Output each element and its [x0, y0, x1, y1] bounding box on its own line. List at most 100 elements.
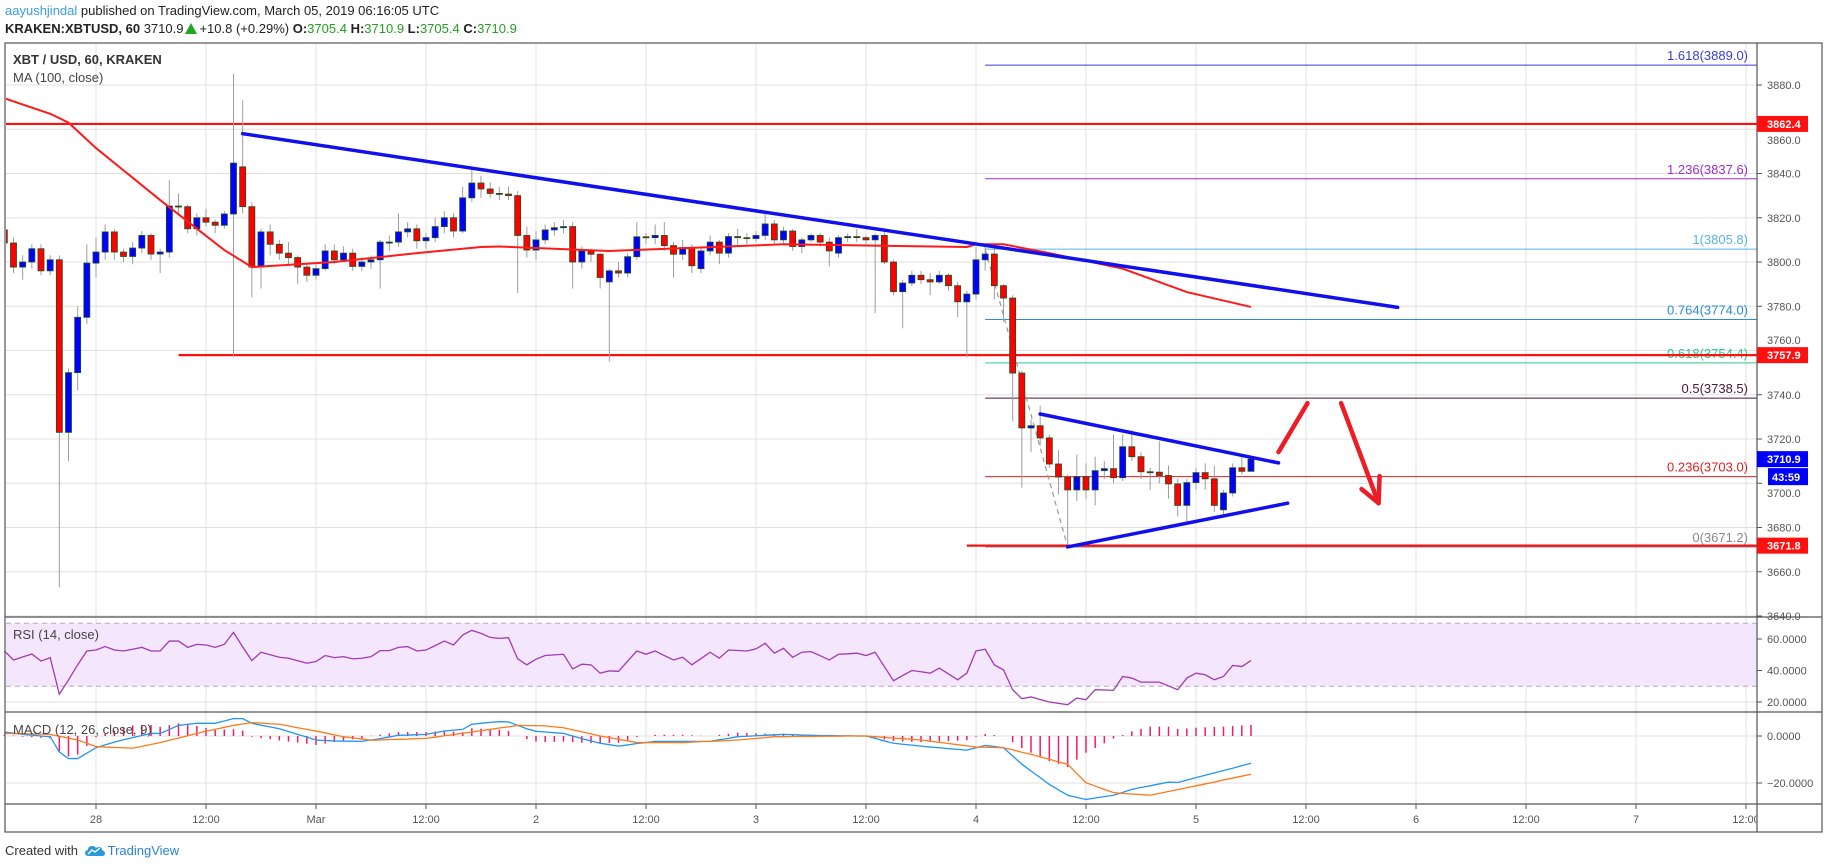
candle — [165, 180, 173, 258]
candle-body-up — [46, 259, 54, 272]
candle-body-down — [1045, 437, 1053, 465]
main-pane[interactable]: 1.618(3889.0) 1.236(3837.6) 1(3805.8) 0.764… — [1, 48, 1757, 588]
candle — [963, 290, 971, 358]
main-legend[interactable]: XBT / USD, 60, KRAKEN — [13, 52, 162, 67]
ma-legend[interactable]: MA (100, close) — [13, 70, 104, 85]
candle — [184, 204, 192, 234]
trendline-main-resistance[interactable] — [240, 131, 1400, 310]
candle-body-down — [1110, 468, 1117, 479]
candle — [120, 248, 127, 262]
candle — [450, 213, 457, 238]
fib-level-label: 0.618(3754.4) — [1667, 346, 1748, 361]
candle-body-up — [798, 239, 806, 247]
rsi-legend[interactable]: RSI (14, close) — [13, 627, 99, 642]
ohlc-low-key: L: — [407, 21, 420, 36]
candle-body-up — [367, 259, 375, 263]
candle-body-down — [596, 253, 604, 278]
trendline-triangle-lower[interactable] — [1065, 501, 1290, 549]
fib-level-label: 1(3805.8) — [1692, 232, 1748, 247]
macd-pane[interactable] — [3, 717, 1252, 801]
candle — [1055, 450, 1062, 495]
candle — [1165, 465, 1172, 499]
time-axis[interactable]: 28 12:00 Mar 12:00 2 12:00 3 12:00 4 12:00 5 12:00 6… — [90, 804, 1760, 826]
candle — [10, 237, 17, 274]
candle — [1137, 452, 1145, 479]
fib-level-label: 0(3671.2) — [1692, 530, 1748, 545]
candle — [1110, 434, 1117, 484]
candle — [954, 281, 962, 318]
candle-body-up — [633, 236, 641, 258]
candle — [486, 182, 494, 198]
candle — [633, 222, 641, 260]
trendline-triangle-upper[interactable] — [1038, 412, 1281, 465]
candle-body-down — [413, 228, 421, 242]
candle — [770, 219, 778, 245]
candle — [835, 235, 842, 258]
time-tick-label: 12:00 — [1512, 814, 1540, 826]
time-tick-label: 3 — [753, 814, 759, 826]
candle-body-down — [294, 257, 302, 268]
up-arrow[interactable] — [1276, 400, 1310, 455]
candle — [1119, 434, 1127, 482]
countdown-badge — [1768, 468, 1808, 486]
candle — [440, 211, 448, 234]
rsi-pane[interactable] — [3, 629, 1252, 706]
candle — [1082, 463, 1090, 499]
candle-body-up — [431, 226, 439, 239]
candle-body-up — [981, 253, 989, 261]
candle — [615, 262, 622, 278]
candle — [303, 264, 311, 282]
tradingview-link[interactable]: TradingView — [107, 843, 180, 858]
candle — [990, 248, 998, 300]
candle-body-up — [1192, 472, 1200, 483]
candle-body-down — [1082, 476, 1090, 491]
candle-body-up — [1073, 476, 1081, 491]
candle-body-up — [1091, 470, 1099, 491]
fib-swing-line[interactable] — [984, 249, 1069, 548]
candle — [780, 226, 787, 245]
candle-body-up — [899, 282, 907, 293]
candle-body-up — [257, 231, 265, 268]
candle — [734, 228, 742, 247]
rsi-tick-label: 20.0000 — [1767, 697, 1807, 709]
candle-body-down — [211, 221, 219, 226]
candle — [532, 231, 540, 260]
candle-body-down — [853, 236, 861, 239]
candle — [211, 219, 219, 234]
candle-body-down — [670, 245, 677, 255]
candle — [1100, 461, 1108, 479]
candle — [266, 224, 274, 256]
candle — [1000, 284, 1007, 322]
candle — [1201, 463, 1209, 490]
candle-body-down — [184, 206, 192, 230]
down-arrow[interactable] — [1338, 400, 1381, 506]
macd-legend[interactable]: MACD (12, 26, close, 9) — [13, 722, 152, 737]
candle — [74, 306, 82, 391]
candle — [853, 228, 861, 243]
fib-level-label: 0.236(3703.0) — [1667, 460, 1748, 475]
candle-body-down — [175, 205, 182, 208]
candle-body-up — [578, 250, 586, 263]
candle — [92, 237, 100, 278]
axes[interactable]: 3880.03860.03840.03820.03800.03780.03760… — [90, 80, 1813, 826]
candle-body-up — [165, 205, 173, 253]
candle — [660, 222, 668, 251]
candle — [46, 255, 54, 276]
candle-body-up — [340, 252, 347, 261]
candle — [550, 222, 558, 236]
level-price-badge — [1757, 537, 1808, 554]
candle — [560, 219, 567, 234]
author-link[interactable]: aayushjindal — [5, 3, 78, 18]
candle-body-down — [486, 188, 494, 194]
candle-body-up — [972, 259, 980, 295]
time-tick-label: 2 — [533, 814, 539, 826]
candle-body-down — [587, 250, 595, 255]
candle — [1210, 465, 1218, 513]
candle-body-down — [789, 230, 797, 247]
macd-tick-label: 0.0000 — [1767, 731, 1801, 743]
bar-countdown-label: 43:59 — [1772, 472, 1800, 484]
candle — [147, 233, 155, 260]
candle-body-down — [926, 279, 934, 283]
price-tick-label: 3760.0 — [1767, 335, 1801, 347]
